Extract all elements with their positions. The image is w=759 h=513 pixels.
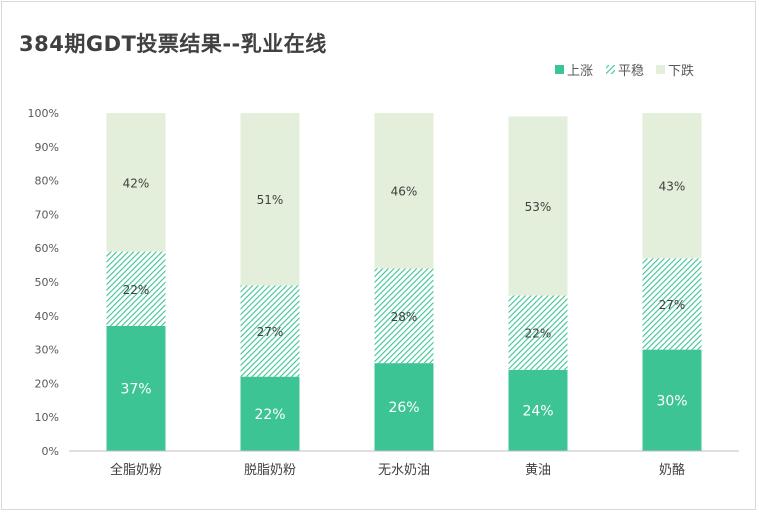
x-tick-label: 脱脂奶粉: [244, 463, 296, 478]
x-tick-label: 无水奶油: [378, 463, 430, 478]
data-label: 22%: [254, 407, 285, 423]
data-label: 26%: [388, 400, 419, 416]
data-label: 37%: [120, 381, 151, 397]
bar-segment: [508, 369, 568, 451]
y-tick-label: 50%: [35, 276, 59, 289]
y-tick-label: 70%: [35, 208, 59, 221]
data-label: 22%: [123, 283, 150, 297]
y-tick-label: 60%: [35, 242, 59, 255]
data-label: 42%: [123, 176, 150, 190]
data-label: 28%: [391, 310, 418, 324]
data-label: 46%: [391, 185, 418, 199]
bar-segment: [240, 113, 300, 286]
bar-segment: [642, 349, 702, 451]
legend-swatch: [555, 65, 564, 74]
x-axis: 全脂奶粉 脱脂奶粉 无水奶油 黄油 奶酪: [69, 450, 739, 478]
x-tick-label: 全脂奶粉: [110, 462, 162, 478]
y-tick-label: 30%: [35, 344, 59, 357]
legend: 上涨 平稳 下跌: [555, 63, 694, 79]
bar-segment: [106, 325, 166, 451]
bar-segment: [508, 116, 568, 296]
y-tick-label: 80%: [35, 175, 59, 188]
x-tick-label: 黄油: [525, 463, 551, 478]
data-label: 24%: [522, 403, 553, 419]
bar-segment: [106, 113, 166, 252]
legend-swatch: [606, 65, 615, 74]
data-label: 43%: [659, 180, 686, 194]
data-label: 51%: [257, 193, 284, 207]
bar-segment: [642, 258, 702, 350]
bar-segment: [374, 363, 434, 451]
legend-label: 下跌: [668, 63, 694, 79]
bars: 37% 22% 42% 22% 27% 51% 26% 28% 46% 24% 22% 53% 30% 2…: [106, 113, 702, 451]
y-tick-label: 100%: [28, 107, 59, 120]
y-tick-label: 10%: [35, 411, 59, 424]
bar-segment: [374, 113, 434, 269]
y-tick-label: 40%: [35, 310, 59, 323]
y-axis: 0% 10% 20% 30% 40% 50% 60% 70% 80% 90% 100%: [28, 107, 59, 458]
data-label: 30%: [656, 393, 687, 409]
chart-title: 384期GDT投票结果--乳业在线: [19, 32, 327, 56]
y-tick-label: 0%: [42, 445, 59, 458]
x-tick-label: 奶酪: [659, 462, 685, 478]
legend-swatch: [656, 65, 665, 74]
y-tick-label: 20%: [35, 377, 59, 390]
data-label: 53%: [525, 200, 552, 214]
bar-segment: [374, 268, 434, 364]
bar-segment: [508, 295, 568, 370]
data-label: 22%: [525, 327, 552, 341]
bar-segment: [642, 113, 702, 259]
data-label: 27%: [257, 325, 284, 339]
bar-segment: [240, 285, 300, 377]
bar-segment: [240, 376, 300, 451]
y-tick-label: 90%: [35, 141, 59, 154]
data-label: 27%: [659, 298, 686, 312]
legend-label: 上涨: [567, 64, 593, 79]
legend-label: 平稳: [618, 63, 644, 79]
bar-segment: [106, 251, 166, 326]
